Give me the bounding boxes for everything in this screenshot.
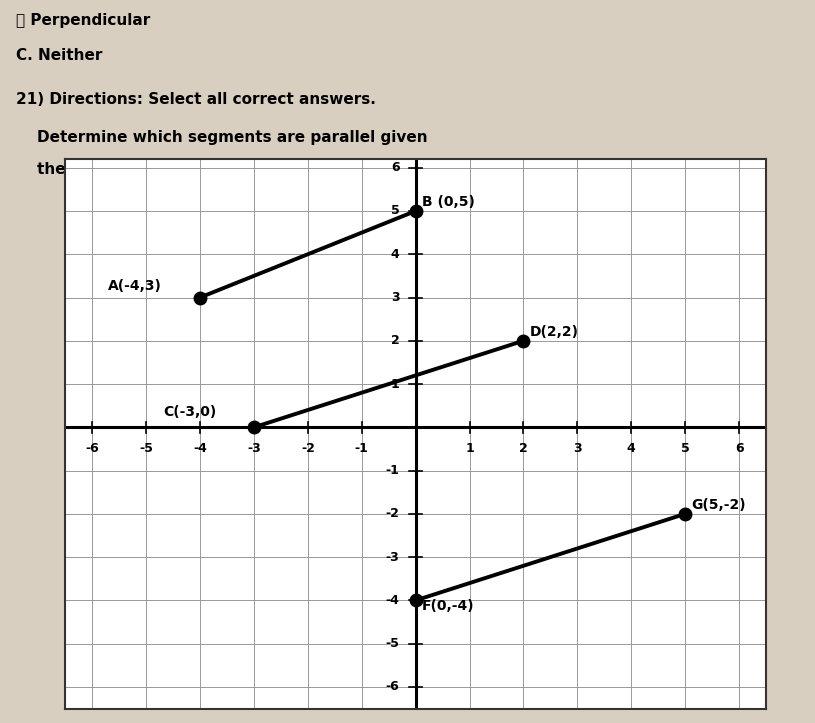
Text: C. Neither: C. Neither: [16, 48, 103, 63]
Text: ⓑ Perpendicular: ⓑ Perpendicular: [16, 13, 151, 27]
Text: -2: -2: [385, 508, 399, 521]
Text: Determine which segments are parallel given: Determine which segments are parallel gi…: [16, 130, 428, 145]
Text: 1: 1: [465, 442, 474, 455]
Text: D(2,2): D(2,2): [530, 325, 579, 338]
Text: C(-3,0): C(-3,0): [163, 405, 216, 419]
Text: -3: -3: [385, 551, 399, 564]
Text: 5: 5: [390, 205, 399, 218]
Text: 3: 3: [391, 291, 399, 304]
Text: 4: 4: [627, 442, 636, 455]
Text: 4: 4: [390, 248, 399, 261]
Text: A(-4,3): A(-4,3): [108, 279, 162, 294]
Text: B (0,5): B (0,5): [422, 194, 475, 209]
Text: -1: -1: [385, 464, 399, 477]
Text: -5: -5: [139, 442, 153, 455]
Text: F(0,-4): F(0,-4): [422, 599, 475, 613]
Text: -2: -2: [301, 442, 315, 455]
Text: 5: 5: [681, 442, 689, 455]
Text: G(5,-2): G(5,-2): [692, 497, 747, 512]
Text: -4: -4: [385, 594, 399, 607]
Text: -3: -3: [247, 442, 261, 455]
Text: -5: -5: [385, 637, 399, 650]
Text: 2: 2: [390, 334, 399, 347]
Text: 21) Directions: Select all correct answers.: 21) Directions: Select all correct answe…: [16, 93, 376, 107]
Text: the following coordinates and line segments.: the following coordinates and line segme…: [16, 162, 425, 177]
Text: -6: -6: [385, 680, 399, 693]
Text: 3: 3: [573, 442, 582, 455]
Text: 1: 1: [390, 377, 399, 390]
Text: 6: 6: [391, 161, 399, 174]
Text: -6: -6: [86, 442, 99, 455]
Text: 6: 6: [735, 442, 743, 455]
Text: 2: 2: [519, 442, 528, 455]
Text: -4: -4: [193, 442, 207, 455]
Text: -1: -1: [355, 442, 368, 455]
